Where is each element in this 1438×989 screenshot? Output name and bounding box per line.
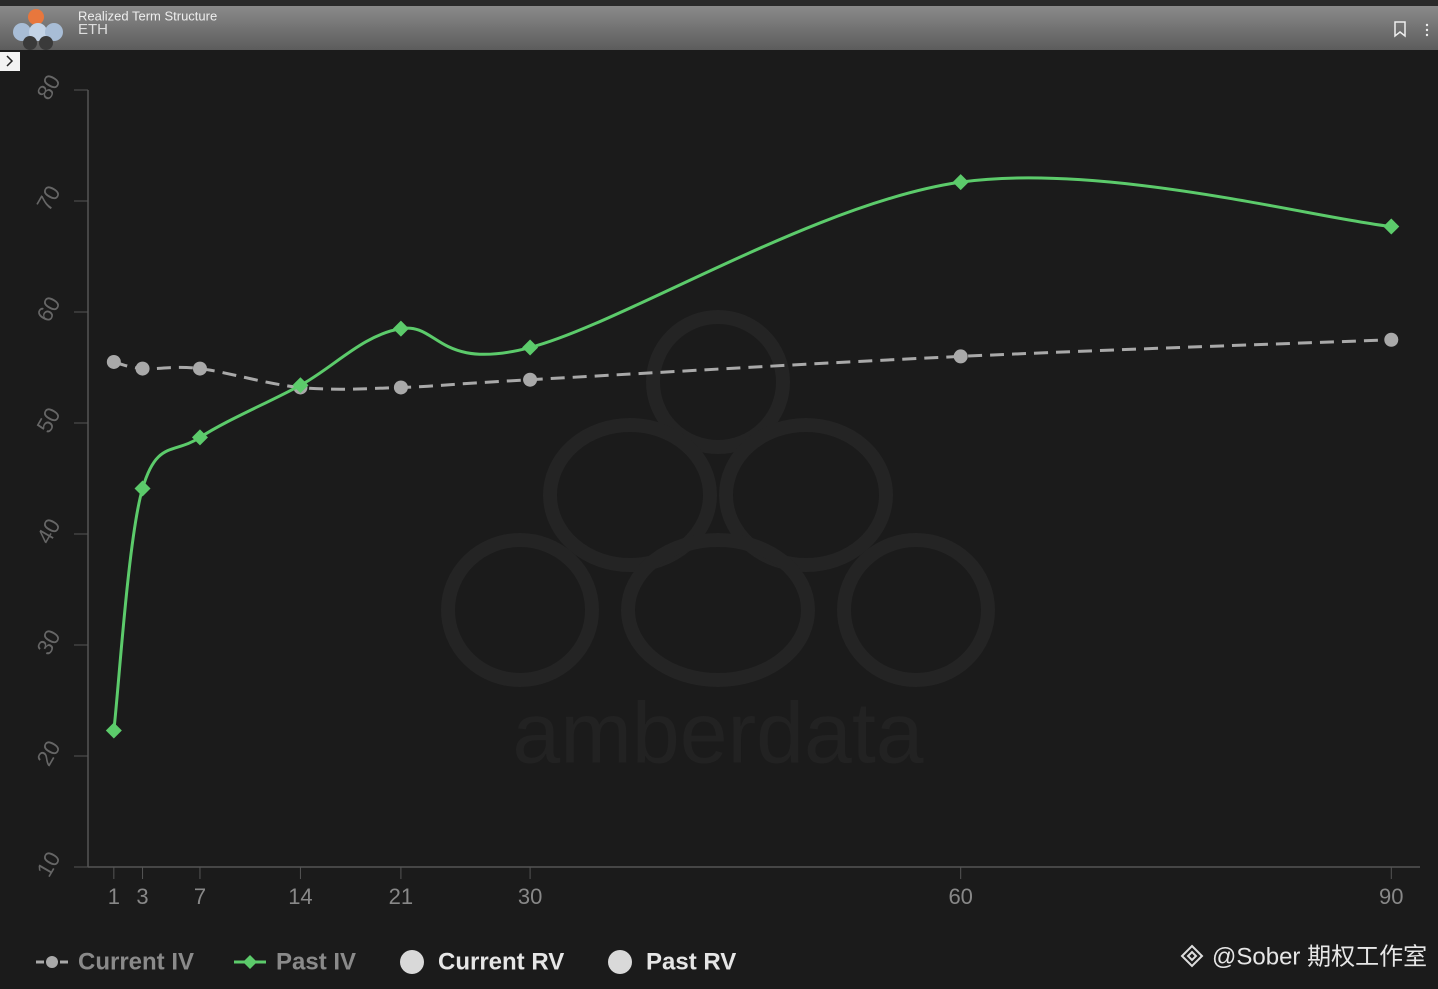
legend-label: Past IV — [276, 948, 356, 975]
data-point — [105, 722, 122, 739]
bookmark-icon[interactable] — [1394, 21, 1406, 38]
x-tick-label: 30 — [518, 884, 542, 909]
legend-symbol — [608, 950, 632, 974]
credit-icon — [1180, 944, 1204, 968]
data-point — [392, 320, 409, 337]
data-point — [106, 354, 121, 369]
watermark-logo — [441, 310, 995, 687]
x-tick-label: 21 — [389, 884, 413, 909]
data-point — [953, 349, 968, 364]
data-point — [952, 174, 969, 191]
data-point — [191, 429, 208, 446]
menu-icon[interactable] — [1425, 23, 1429, 37]
data-point — [393, 380, 408, 395]
watermark: amberdata — [512, 686, 923, 782]
expand-arrow — [6, 55, 14, 67]
data-point — [134, 480, 151, 497]
credit: @Sober 期权工作室 — [1212, 943, 1427, 970]
legend-label: Current IV — [78, 948, 194, 975]
series-line — [113, 338, 1392, 391]
data-point — [292, 377, 309, 394]
legend-label: Current RV — [438, 948, 564, 975]
series-line — [112, 176, 1392, 731]
legend-symbol — [243, 955, 257, 969]
header-subtitle: ETH — [78, 21, 108, 38]
legend-item: Current RV — [400, 948, 564, 975]
data-point — [192, 361, 207, 376]
legend-item: Current IV — [36, 948, 194, 975]
data-point — [135, 361, 150, 376]
x-tick-label: 60 — [948, 884, 972, 909]
legend-label: Past RV — [646, 948, 736, 975]
legend-symbol — [400, 950, 424, 974]
data-point — [1384, 332, 1399, 347]
data-point — [523, 372, 538, 387]
legend-item: Past RV — [608, 948, 736, 975]
logo — [13, 9, 63, 50]
x-tick-label: 1 — [108, 884, 120, 909]
data-point — [522, 339, 539, 356]
header-bar — [0, 6, 1438, 50]
x-tick-label: 90 — [1379, 884, 1403, 909]
top-strip — [0, 0, 1438, 6]
x-tick-label: 14 — [288, 884, 312, 909]
expand-button[interactable] — [0, 52, 20, 71]
legend-item: Past IV — [234, 948, 356, 975]
x-tick-label: 3 — [136, 884, 148, 909]
header-title: Realized Term Structure — [78, 8, 217, 23]
x-tick-label: 7 — [194, 884, 206, 909]
data-point — [1383, 218, 1400, 235]
legend-symbol — [46, 956, 58, 968]
